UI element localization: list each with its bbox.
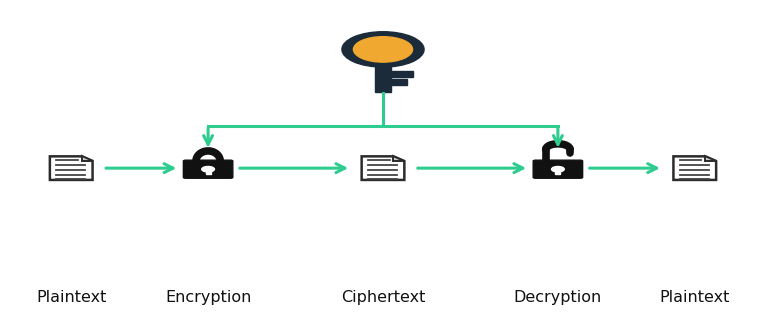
Bar	[205, 170, 211, 173]
Polygon shape	[82, 157, 93, 161]
Polygon shape	[50, 157, 93, 180]
Circle shape	[353, 37, 413, 62]
Polygon shape	[673, 157, 716, 180]
Text: Plaintext: Plaintext	[660, 290, 730, 305]
Polygon shape	[394, 157, 404, 161]
Bar	[391, 80, 407, 85]
Bar	[555, 170, 561, 173]
Bar	[375, 58, 391, 92]
Bar	[391, 71, 413, 77]
Circle shape	[552, 166, 565, 172]
Text: Plaintext: Plaintext	[36, 290, 106, 305]
FancyBboxPatch shape	[183, 160, 233, 178]
FancyBboxPatch shape	[533, 160, 583, 178]
Circle shape	[342, 32, 424, 67]
Text: Decryption: Decryption	[514, 290, 602, 305]
Text: Encryption: Encryption	[165, 290, 251, 305]
Polygon shape	[362, 157, 404, 180]
Text: Ciphertext: Ciphertext	[341, 290, 425, 305]
Polygon shape	[705, 157, 716, 161]
Circle shape	[201, 166, 214, 172]
